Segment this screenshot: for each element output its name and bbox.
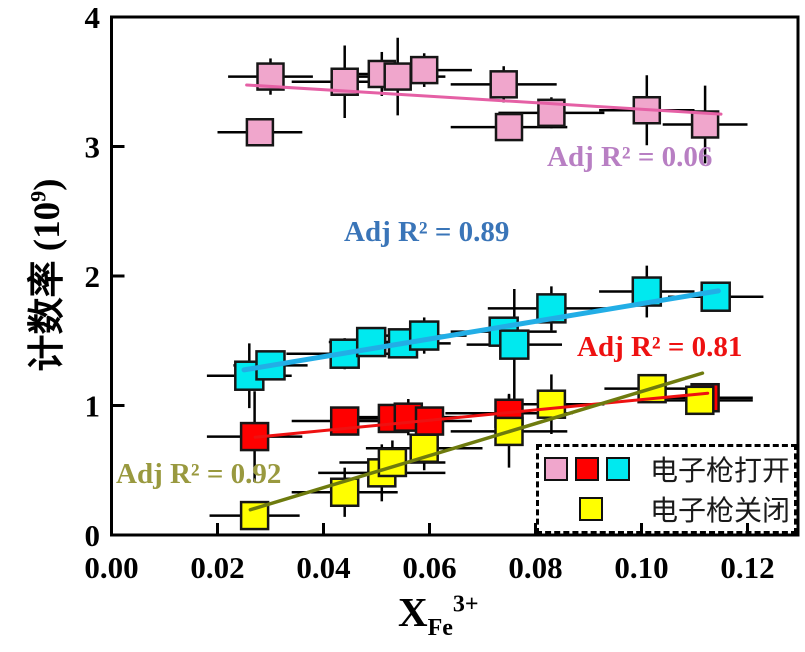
x-tick-label: 0.08: [508, 550, 562, 585]
legend-label-gun-on: 电子枪打开: [649, 455, 790, 486]
y-tick-label: 4: [85, 0, 101, 35]
x-axis-title-symbol: X: [398, 589, 428, 635]
legend-swatch: [544, 457, 568, 481]
y-axis-title-close: ): [27, 178, 68, 191]
legend-swatches-gun-off: [544, 497, 639, 521]
x-axis-title-superscript: 3+: [452, 591, 479, 618]
annotation-adj-r2-blue: Adj R² = 0.89: [344, 216, 510, 248]
y-axis-title-text: 计数率 (10: [27, 201, 68, 372]
y-tick-label: 0: [85, 518, 101, 553]
legend: 电子枪打开 电子枪关闭: [536, 444, 797, 534]
data-point-square: [494, 112, 524, 142]
legend-swatch: [606, 457, 630, 481]
x-tick-label: 0.04: [296, 550, 350, 585]
data-point-square: [383, 62, 412, 91]
fit-line: [241, 288, 721, 373]
y-tick-label: 2: [85, 259, 101, 294]
data-point-square: [239, 500, 270, 531]
legend-row-gun-on: 电子枪打开: [544, 449, 790, 489]
data-point-square: [409, 55, 439, 85]
data-point-square: [245, 118, 275, 147]
data-point-square: [700, 281, 731, 312]
data-point-square: [408, 320, 440, 351]
y-axis-title: 计数率 (109): [16, 105, 68, 445]
data-point-square: [690, 110, 720, 139]
x-tick-label: 0.02: [190, 550, 244, 585]
x-tick-label: 0.10: [614, 550, 668, 585]
fit-line: [248, 371, 705, 512]
x-tick-label: 0.06: [402, 550, 456, 585]
data-point-square: [489, 70, 518, 99]
fit-line: [253, 391, 710, 439]
legend-swatch: [579, 497, 604, 521]
plot-frame: [110, 15, 800, 537]
annotation-adj-r2-red: Adj R² = 0.81: [577, 331, 743, 363]
x-tick-label: 0.12: [720, 550, 774, 585]
legend-row-gun-off: 电子枪关闭: [544, 489, 790, 529]
annotation-adj-r2-pink: Adj R² = 0.06: [547, 141, 713, 173]
x-axis-title-subscript: Fe: [427, 615, 453, 642]
data-point-square: [685, 385, 715, 416]
x-tick-label: 0.00: [84, 550, 138, 585]
legend-label-gun-off: 电子枪关闭: [649, 495, 790, 526]
annotation-adj-r2-olive: Adj R² = 0.92: [116, 458, 282, 490]
y-tick-label: 3: [85, 130, 101, 165]
y-tick-label: 1: [85, 389, 101, 424]
legend-swatch: [575, 457, 599, 481]
fit-line: [245, 83, 723, 116]
y-axis-title-exponent: 9: [25, 190, 51, 202]
data-point-square: [536, 389, 567, 419]
x-axis-title: XFe3+: [398, 588, 479, 642]
data-point-square: [499, 329, 530, 360]
legend-swatches-gun-on: [544, 457, 639, 481]
data-point-square: [377, 447, 408, 478]
